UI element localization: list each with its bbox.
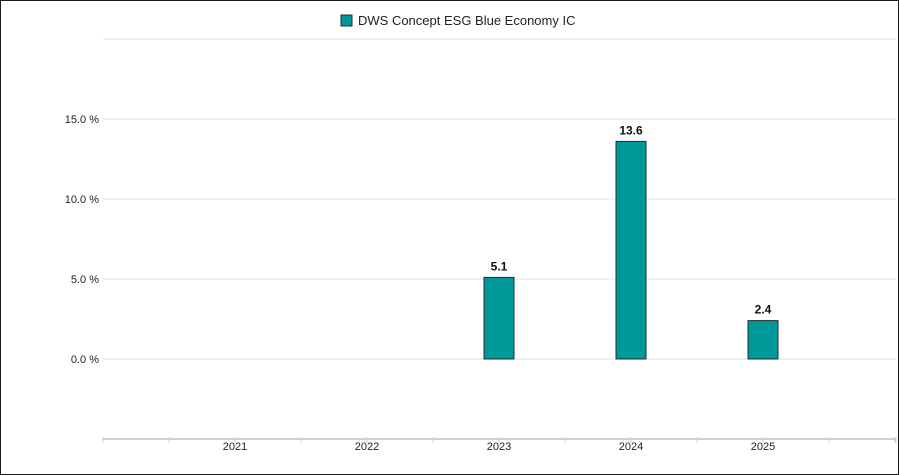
data-label-2023: 5.1 <box>491 259 508 273</box>
y-tick-label: 5.0 % <box>71 274 99 286</box>
y-tick-label: 10.0 % <box>65 194 99 206</box>
y-axis-ticks: 0.0 % 5.0 % 10.0 % 15.0 % <box>65 114 99 366</box>
bars <box>483 140 779 360</box>
data-label-2024: 13.6 <box>619 123 643 137</box>
y-tick-label: 0.0 % <box>71 354 99 366</box>
x-tick-label: 2025 <box>751 441 775 453</box>
bar-2023[interactable] <box>483 276 515 360</box>
x-tick-label: 2022 <box>355 441 379 453</box>
legend-label: DWS Concept ESG Blue Economy IC <box>358 13 575 28</box>
legend-swatch <box>340 14 353 27</box>
data-label-2025: 2.4 <box>755 303 772 317</box>
x-tick-label: 2021 <box>223 441 247 453</box>
y-tick-label: 15.0 % <box>65 114 99 126</box>
bar-2024[interactable] <box>615 140 647 360</box>
bar-2025[interactable] <box>747 320 779 360</box>
x-tick-label: 2023 <box>487 441 511 453</box>
legend[interactable]: DWS Concept ESG Blue Economy IC <box>340 13 575 28</box>
x-tick-label: 2024 <box>619 441 643 453</box>
x-axis: 2021 2022 2023 2024 2025 <box>102 437 897 453</box>
data-labels: 5.1 13.6 2.4 <box>491 123 772 316</box>
